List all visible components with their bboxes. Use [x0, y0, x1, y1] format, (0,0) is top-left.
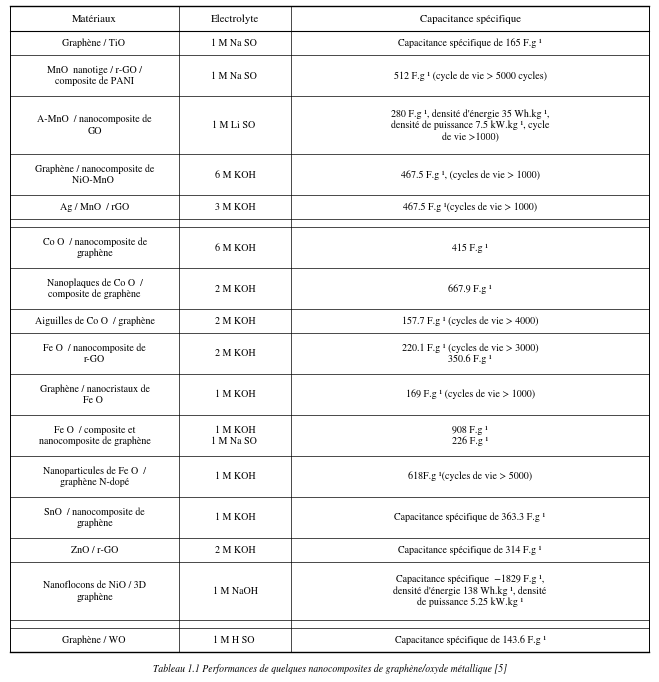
Text: Nanoparticules de Fe₂O₃ /
graphène N-dopé: Nanoparticules de Fe₂O₃ / graphène N-dop… — [43, 466, 146, 487]
Text: 2 M KOH: 2 M KOH — [215, 545, 256, 554]
Text: 169 F.g⁻¹ (cycles de vie > 1000): 169 F.g⁻¹ (cycles de vie > 1000) — [405, 389, 534, 400]
Text: Fe₃O₄ / nanocomposite de
r-GO: Fe₃O₄ / nanocomposite de r-GO — [43, 343, 146, 364]
Text: 618F.g⁻¹(cycles de vie > 5000): 618F.g⁻¹(cycles de vie > 5000) — [408, 472, 532, 481]
Text: Tableau 1.1 Performances de quelques nanocomposites de graphène/oxyde métallique: Tableau 1.1 Performances de quelques nan… — [153, 664, 506, 674]
Text: Matériaux: Matériaux — [72, 14, 117, 23]
Text: A-MnO₂ / nanocomposite de
GO: A-MnO₂ / nanocomposite de GO — [38, 115, 152, 136]
Text: 1 M Li₂SO₄: 1 M Li₂SO₄ — [212, 121, 258, 130]
Text: Electrolyte: Electrolyte — [211, 14, 260, 23]
Text: Nanoplaques de Co₃O₄ /
composite de graphène: Nanoplaques de Co₃O₄ / composite de grap… — [47, 278, 142, 299]
Text: 3 M KOH: 3 M KOH — [215, 203, 256, 212]
Text: Graphène / TiO₂: Graphène / TiO₂ — [62, 38, 127, 48]
Text: 1 M KOH: 1 M KOH — [215, 472, 256, 481]
Text: 1 M KOH: 1 M KOH — [215, 390, 256, 400]
Text: Graphène / WO₃: Graphène / WO₃ — [62, 636, 128, 645]
Text: 1 M KOH
1 M Na₂SO₄: 1 M KOH 1 M Na₂SO₄ — [211, 425, 260, 446]
Text: Ag / MnO₂ / rGO: Ag / MnO₂ / rGO — [60, 203, 129, 212]
Text: 667.9 F.g⁻¹: 667.9 F.g⁻¹ — [448, 284, 492, 294]
Text: Aiguilles de Co₃O₄ / graphène: Aiguilles de Co₃O₄ / graphène — [35, 316, 155, 326]
Text: 512 F.g⁻¹ (cycle de vie > 5000 cycles): 512 F.g⁻¹ (cycle de vie > 5000 cycles) — [393, 71, 546, 80]
Text: 467.5 F.g⁻¹(cycles de vie > 1000): 467.5 F.g⁻¹(cycles de vie > 1000) — [403, 203, 537, 212]
Text: 1 M KOH: 1 M KOH — [215, 513, 256, 522]
Text: 280 F.g⁻¹, densité d'énergie 35 Wh.kg⁻¹,
densité de puissance 7.5 kW.kg⁻¹, cycle: 280 F.g⁻¹, densité d'énergie 35 Wh.kg⁻¹,… — [391, 109, 550, 142]
Text: 2 M KOH: 2 M KOH — [215, 316, 256, 326]
Text: 1 M H₂SO₄: 1 M H₂SO₄ — [214, 636, 257, 645]
Text: Capacitance spécifique de 363.3 F.g⁻¹: Capacitance spécifique de 363.3 F.g⁻¹ — [395, 513, 546, 522]
Text: Capacitance spécifique de 314 F.g⁻¹: Capacitance spécifique de 314 F.g⁻¹ — [398, 545, 542, 554]
Text: Graphène / nanocomposite de
NiO-MnO₂: Graphène / nanocomposite de NiO-MnO₂ — [35, 164, 154, 186]
Text: 6 M KOH: 6 M KOH — [215, 170, 256, 179]
Text: 1 M NaOH: 1 M NaOH — [213, 586, 258, 596]
Text: 415 F.g⁻¹: 415 F.g⁻¹ — [452, 243, 488, 252]
Text: 467.5 F.g⁻¹, (cycles de vie > 1000): 467.5 F.g⁻¹, (cycles de vie > 1000) — [401, 170, 540, 180]
Text: Fe₂O₃ / composite et
nanocomposite de graphène: Fe₂O₃ / composite et nanocomposite de gr… — [39, 425, 151, 446]
Text: Graphène / nanocristaux de
Fe₃O₄: Graphène / nanocristaux de Fe₃O₄ — [40, 384, 150, 405]
Text: Capacitance spécifique  −1829 F.g⁻¹,
densité d'énergie 138 Wh.kg⁻¹, densité
de p: Capacitance spécifique −1829 F.g⁻¹, dens… — [393, 574, 547, 607]
Text: 1 M Na₂SO₄: 1 M Na₂SO₄ — [211, 38, 260, 48]
Text: 908 F.g⁻¹
226 F.g⁻¹: 908 F.g⁻¹ 226 F.g⁻¹ — [452, 425, 488, 446]
Text: MnO₂ nanotige / r-GO /
composite de PANI: MnO₂ nanotige / r-GO / composite de PANI — [47, 65, 142, 87]
Text: Capacitance spécifique de 165 F.g⁻¹: Capacitance spécifique de 165 F.g⁻¹ — [398, 38, 542, 48]
Text: SnO₂ / nanocomposite de
graphène: SnO₂ / nanocomposite de graphène — [44, 507, 145, 528]
Text: 2 M KOH: 2 M KOH — [215, 349, 256, 359]
Text: 220.1 F.g⁻¹ (cycles de vie > 3000)
350.6 F.g⁻¹: 220.1 F.g⁻¹ (cycles de vie > 3000) 350.6… — [402, 343, 538, 364]
Text: Nanoflocons de NiO / 3D
graphène: Nanoflocons de NiO / 3D graphène — [43, 580, 146, 602]
Text: 157.7 F.g⁻¹ (cycles de vie > 4000): 157.7 F.g⁻¹ (cycles de vie > 4000) — [402, 316, 538, 326]
Text: Co₃O₄ / nanocomposite de
graphène: Co₃O₄ / nanocomposite de graphène — [43, 237, 147, 258]
Text: Capacitance spécifique de 143.6 F.g⁻¹: Capacitance spécifique de 143.6 F.g⁻¹ — [395, 635, 546, 645]
Text: ZnO / r-GO: ZnO / r-GO — [71, 545, 119, 554]
Text: Capacitance spécifique: Capacitance spécifique — [420, 14, 521, 23]
Text: 1 M Na₂SO₄: 1 M Na₂SO₄ — [211, 71, 260, 80]
Text: 6 M KOH: 6 M KOH — [215, 243, 256, 252]
Text: 2 M KOH: 2 M KOH — [215, 284, 256, 294]
